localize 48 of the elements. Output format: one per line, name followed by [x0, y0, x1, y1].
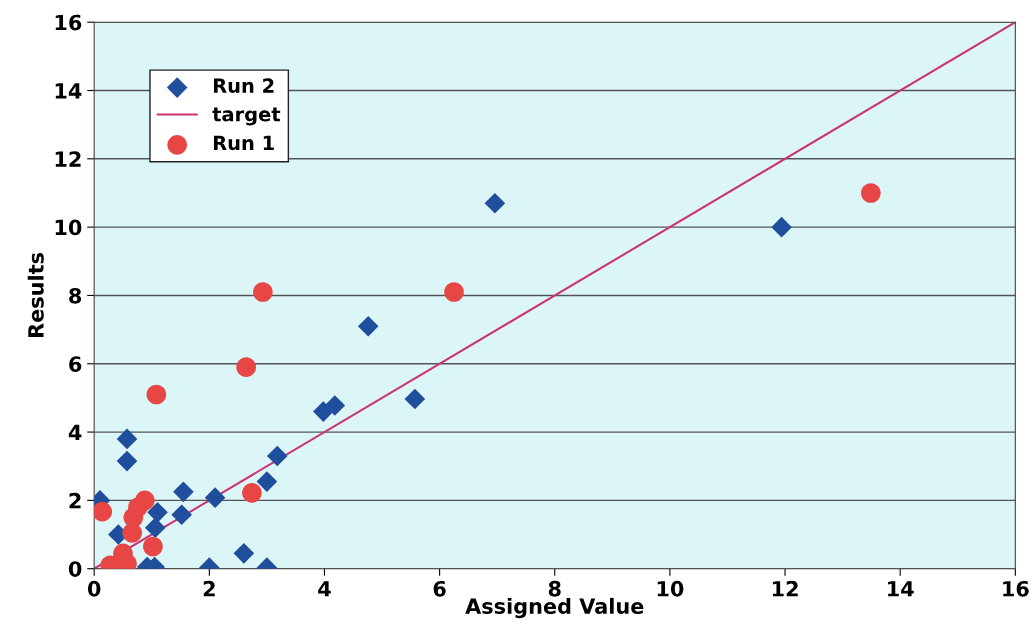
point	[171, 504, 192, 526]
y-tick-label: 2	[69, 492, 81, 509]
legend-label: Run 1	[213, 135, 274, 151]
x-tick-label: 16	[1003, 580, 1029, 597]
x-axis-title: Assigned Value	[465, 597, 644, 619]
point	[357, 315, 379, 337]
y-tick-label: 8	[69, 287, 82, 304]
point	[242, 483, 262, 503]
y-tick-label: 10	[55, 219, 82, 236]
point	[94, 501, 113, 522]
y-tick-label: 6	[69, 356, 82, 372]
x-tick-label: 14	[888, 581, 914, 597]
legend-label: target	[212, 107, 281, 126]
x-tick-label: 8	[548, 580, 561, 597]
x-tick-label: 0	[87, 580, 101, 597]
point	[122, 523, 142, 543]
x-tick-label: 12	[772, 580, 798, 597]
point	[253, 282, 273, 302]
point	[771, 216, 792, 238]
point	[144, 517, 166, 539]
point	[143, 536, 163, 557]
point	[236, 357, 256, 377]
point	[324, 395, 346, 416]
point	[116, 428, 138, 450]
point	[173, 481, 194, 503]
y-tick-label: 12	[55, 151, 81, 167]
y-tick-label: 14	[55, 83, 82, 99]
point	[147, 502, 168, 523]
point	[266, 445, 288, 467]
point	[861, 183, 881, 203]
point	[204, 487, 226, 508]
legend-label: Run 2	[213, 78, 274, 93]
point	[256, 471, 278, 492]
y-axis-title: Results	[27, 252, 44, 337]
y-tick-label: 0	[68, 561, 82, 577]
point	[484, 192, 506, 214]
x-tick-label: 6	[433, 580, 446, 597]
point	[444, 282, 464, 302]
x-tick-label: 2	[203, 580, 215, 597]
point	[404, 388, 426, 410]
y-tick-label: 16	[55, 14, 82, 31]
point	[146, 384, 167, 405]
x-tick-label: 4	[318, 581, 331, 597]
point	[233, 543, 255, 564]
x-tick-label: 10	[657, 580, 684, 597]
y-tick-label: 4	[68, 424, 82, 440]
point	[128, 497, 148, 518]
point	[116, 450, 138, 472]
